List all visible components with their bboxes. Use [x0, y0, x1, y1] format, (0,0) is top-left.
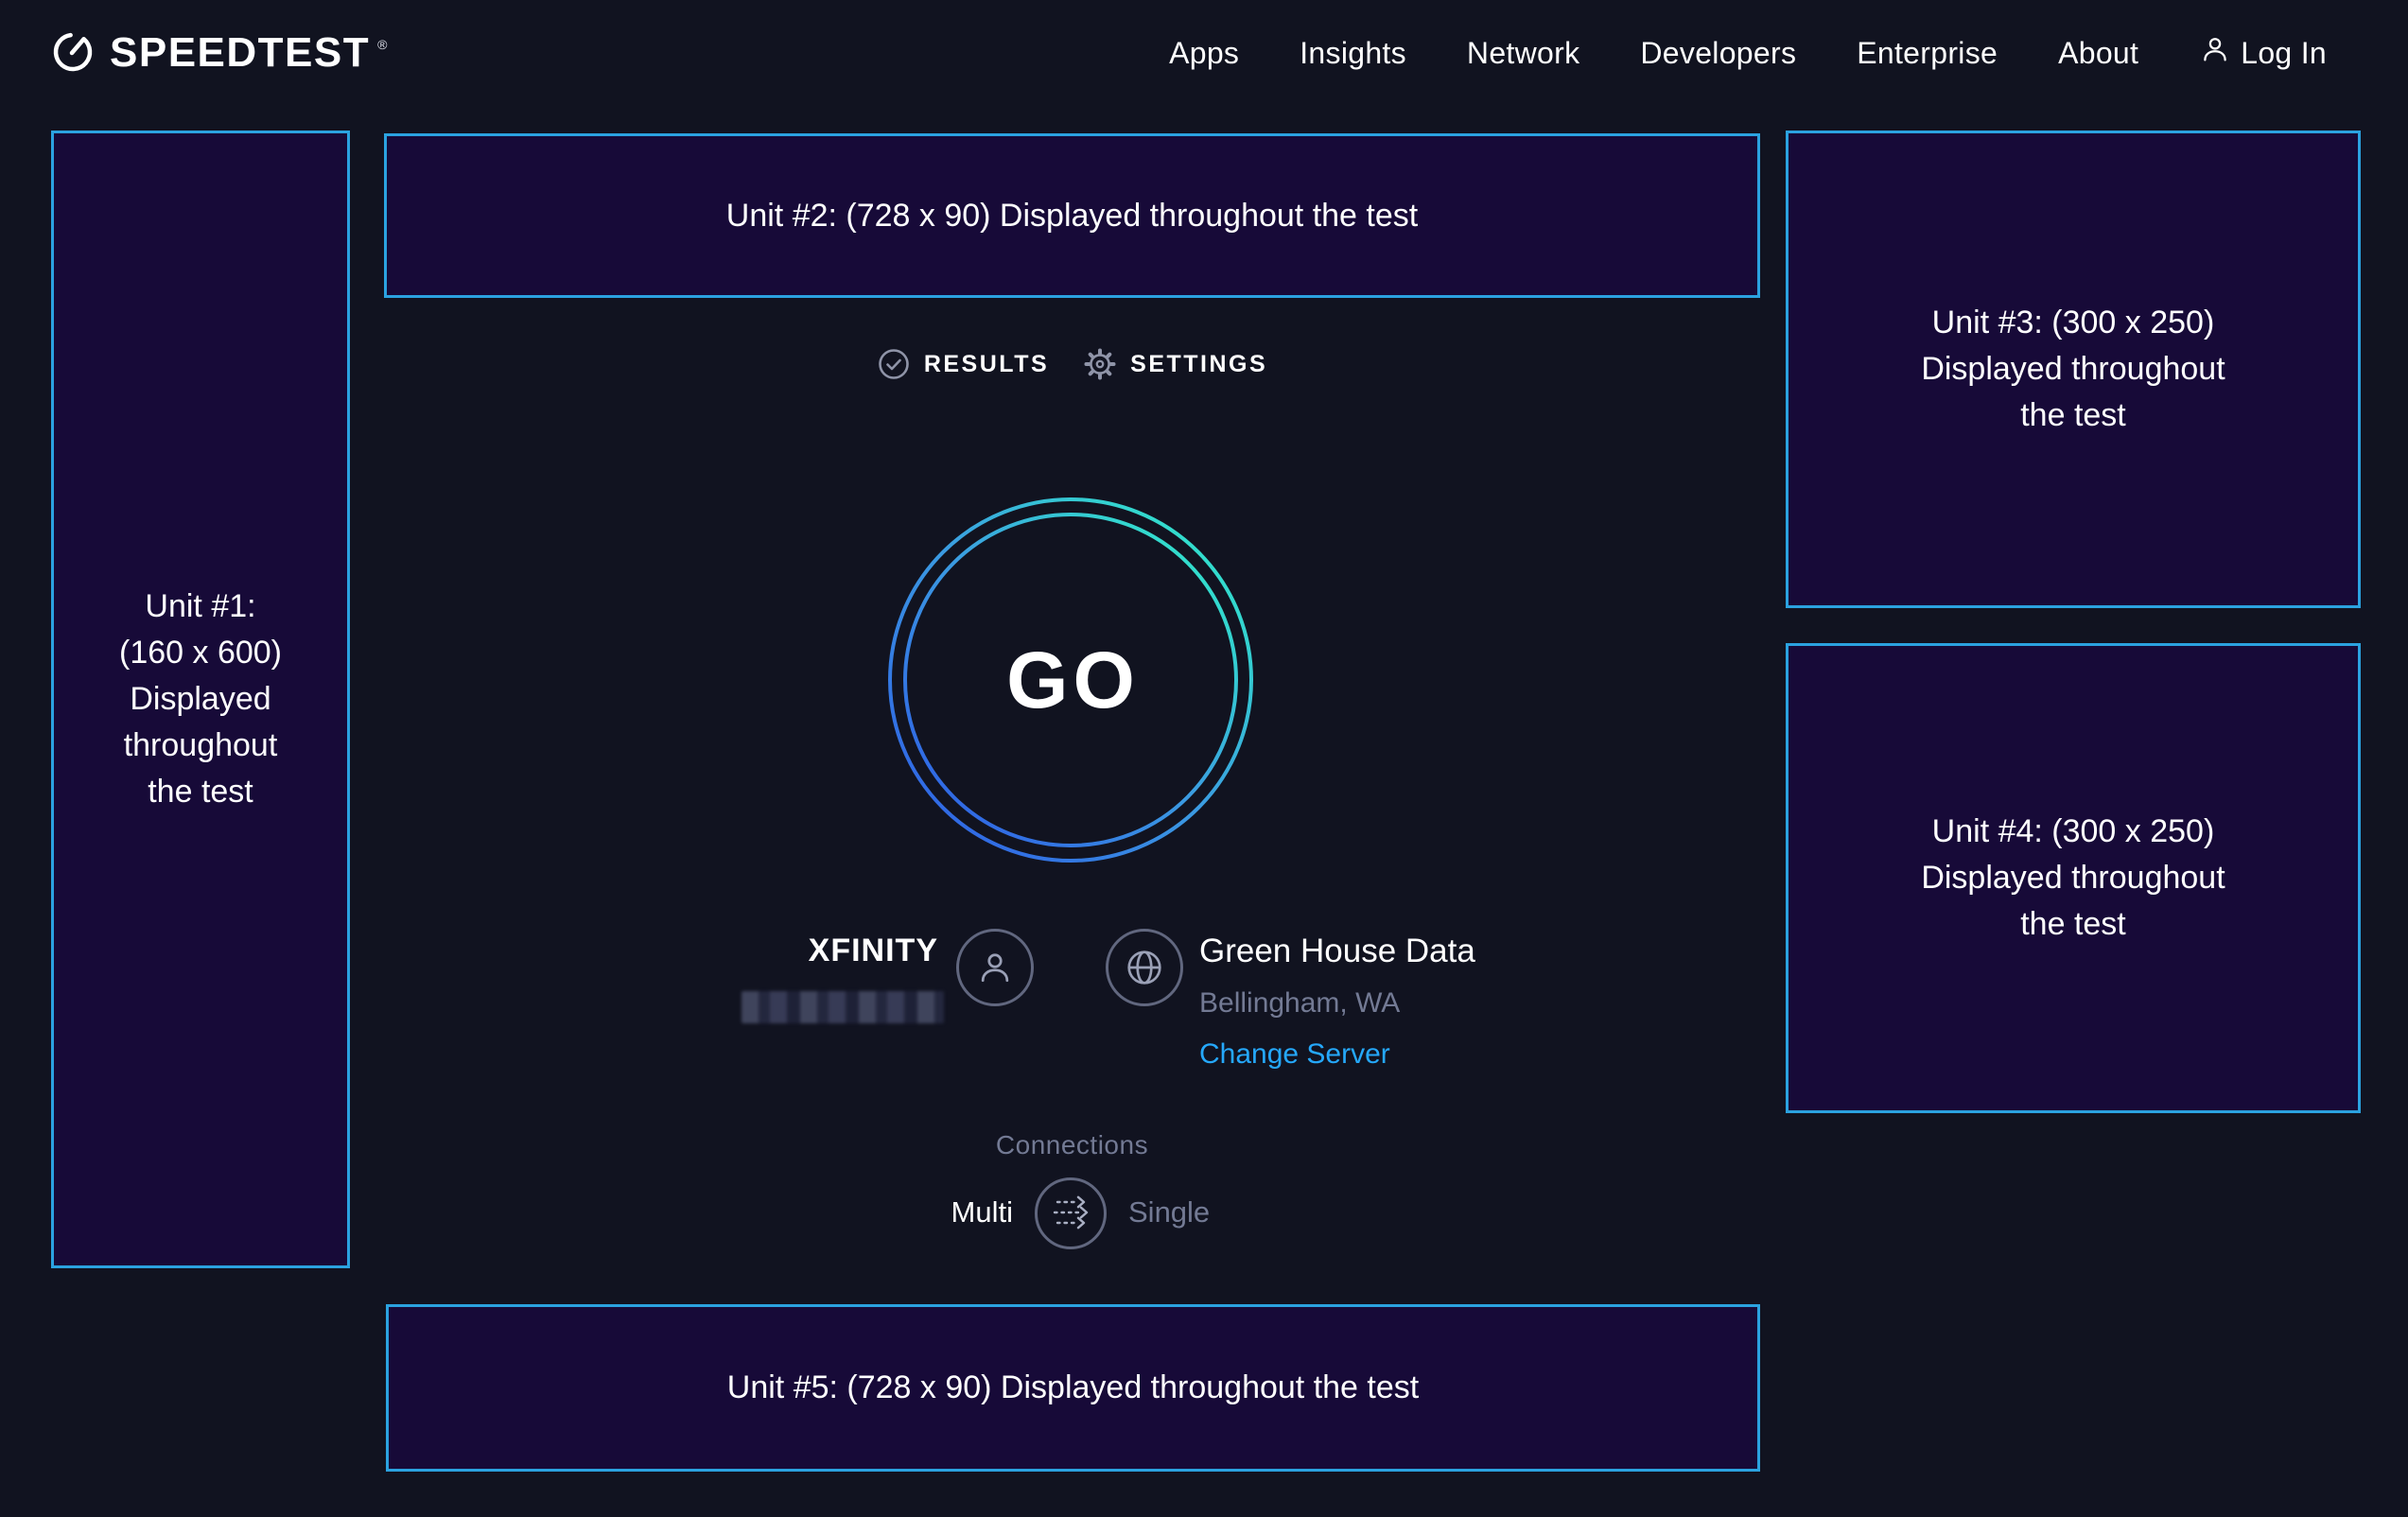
gear-icon — [1083, 347, 1117, 381]
person-icon — [2199, 33, 2231, 73]
ad-unit-4-text: Unit #4: (300 x 250) Displayed throughou… — [1921, 813, 2225, 942]
top-nav-bar: SPEEDTEST ® Apps Insights Network Develo… — [0, 0, 2408, 106]
logo-text: SPEEDTEST — [110, 29, 371, 76]
nav-developers[interactable]: Developers — [1640, 35, 1797, 70]
ad-unit-4-placeholder[interactable]: Unit #4: (300 x 250) Displayed throughou… — [1786, 643, 2361, 1113]
log-in-button[interactable]: Log In — [2199, 33, 2327, 73]
connections-toggle[interactable] — [1035, 1177, 1107, 1249]
tab-results-label: RESULTS — [923, 350, 1050, 377]
tab-settings[interactable]: SETTINGS — [1083, 347, 1267, 381]
nav-about[interactable]: About — [2058, 35, 2139, 70]
go-gradient-rings — [888, 497, 1253, 863]
speedometer-gauge-icon — [49, 27, 96, 79]
ad-unit-2-placeholder[interactable]: Unit #2: (728 x 90) Displayed throughout… — [384, 133, 1760, 298]
trademark-mark: ® — [377, 36, 388, 52]
server-globe-icon — [1106, 929, 1183, 1006]
nav-enterprise[interactable]: Enterprise — [1857, 35, 1998, 70]
multi-arrows-icon — [1049, 1191, 1092, 1237]
connections-label: Connections — [995, 1130, 1149, 1160]
isp-name: XFINITY — [808, 933, 938, 968]
nav-insights[interactable]: Insights — [1300, 35, 1406, 70]
ad-unit-2-text: Unit #2: (728 x 90) Displayed throughout… — [725, 197, 1419, 234]
ad-unit-5-text: Unit #5: (728 x 90) Displayed throughout… — [726, 1369, 1420, 1406]
tab-settings-label: SETTINGS — [1130, 350, 1268, 377]
main-nav: Apps Insights Network Developers Enterpr… — [1169, 33, 2327, 73]
nav-network[interactable]: Network — [1466, 35, 1580, 70]
results-settings-tabs: RESULTS — [384, 347, 1760, 381]
connections-multi-label: Multi — [951, 1195, 1013, 1229]
ad-unit-5-placeholder[interactable]: Unit #5: (728 x 90) Displayed throughout… — [386, 1304, 1760, 1472]
check-circle-icon — [877, 347, 911, 381]
speedtest-logo[interactable]: SPEEDTEST ® — [49, 27, 387, 79]
log-in-label: Log In — [2241, 35, 2327, 70]
change-server-link[interactable]: Change Server — [1199, 1038, 1390, 1070]
ad-unit-1-placeholder[interactable]: Unit #1: (160 x 600) Displayed throughou… — [51, 131, 350, 1268]
isp-user-icon — [956, 929, 1034, 1006]
isp-ip-redacted — [742, 991, 944, 1023]
go-label: GO — [1006, 635, 1140, 724]
connections-single-label: Single — [1128, 1195, 1211, 1229]
go-button[interactable]: GO — [886, 496, 1255, 864]
ad-unit-3-placeholder[interactable]: Unit #3: (300 x 250) Displayed throughou… — [1786, 131, 2361, 608]
tab-results[interactable]: RESULTS — [877, 347, 1049, 381]
server-name: Green House Data — [1199, 933, 1475, 969]
nav-apps[interactable]: Apps — [1169, 35, 1240, 70]
ad-unit-3-text: Unit #3: (300 x 250) Displayed throughou… — [1921, 305, 2225, 433]
ad-unit-1-text: Unit #1: (160 x 600) Displayed throughou… — [119, 588, 282, 810]
server-location: Bellingham, WA — [1199, 987, 1401, 1019]
